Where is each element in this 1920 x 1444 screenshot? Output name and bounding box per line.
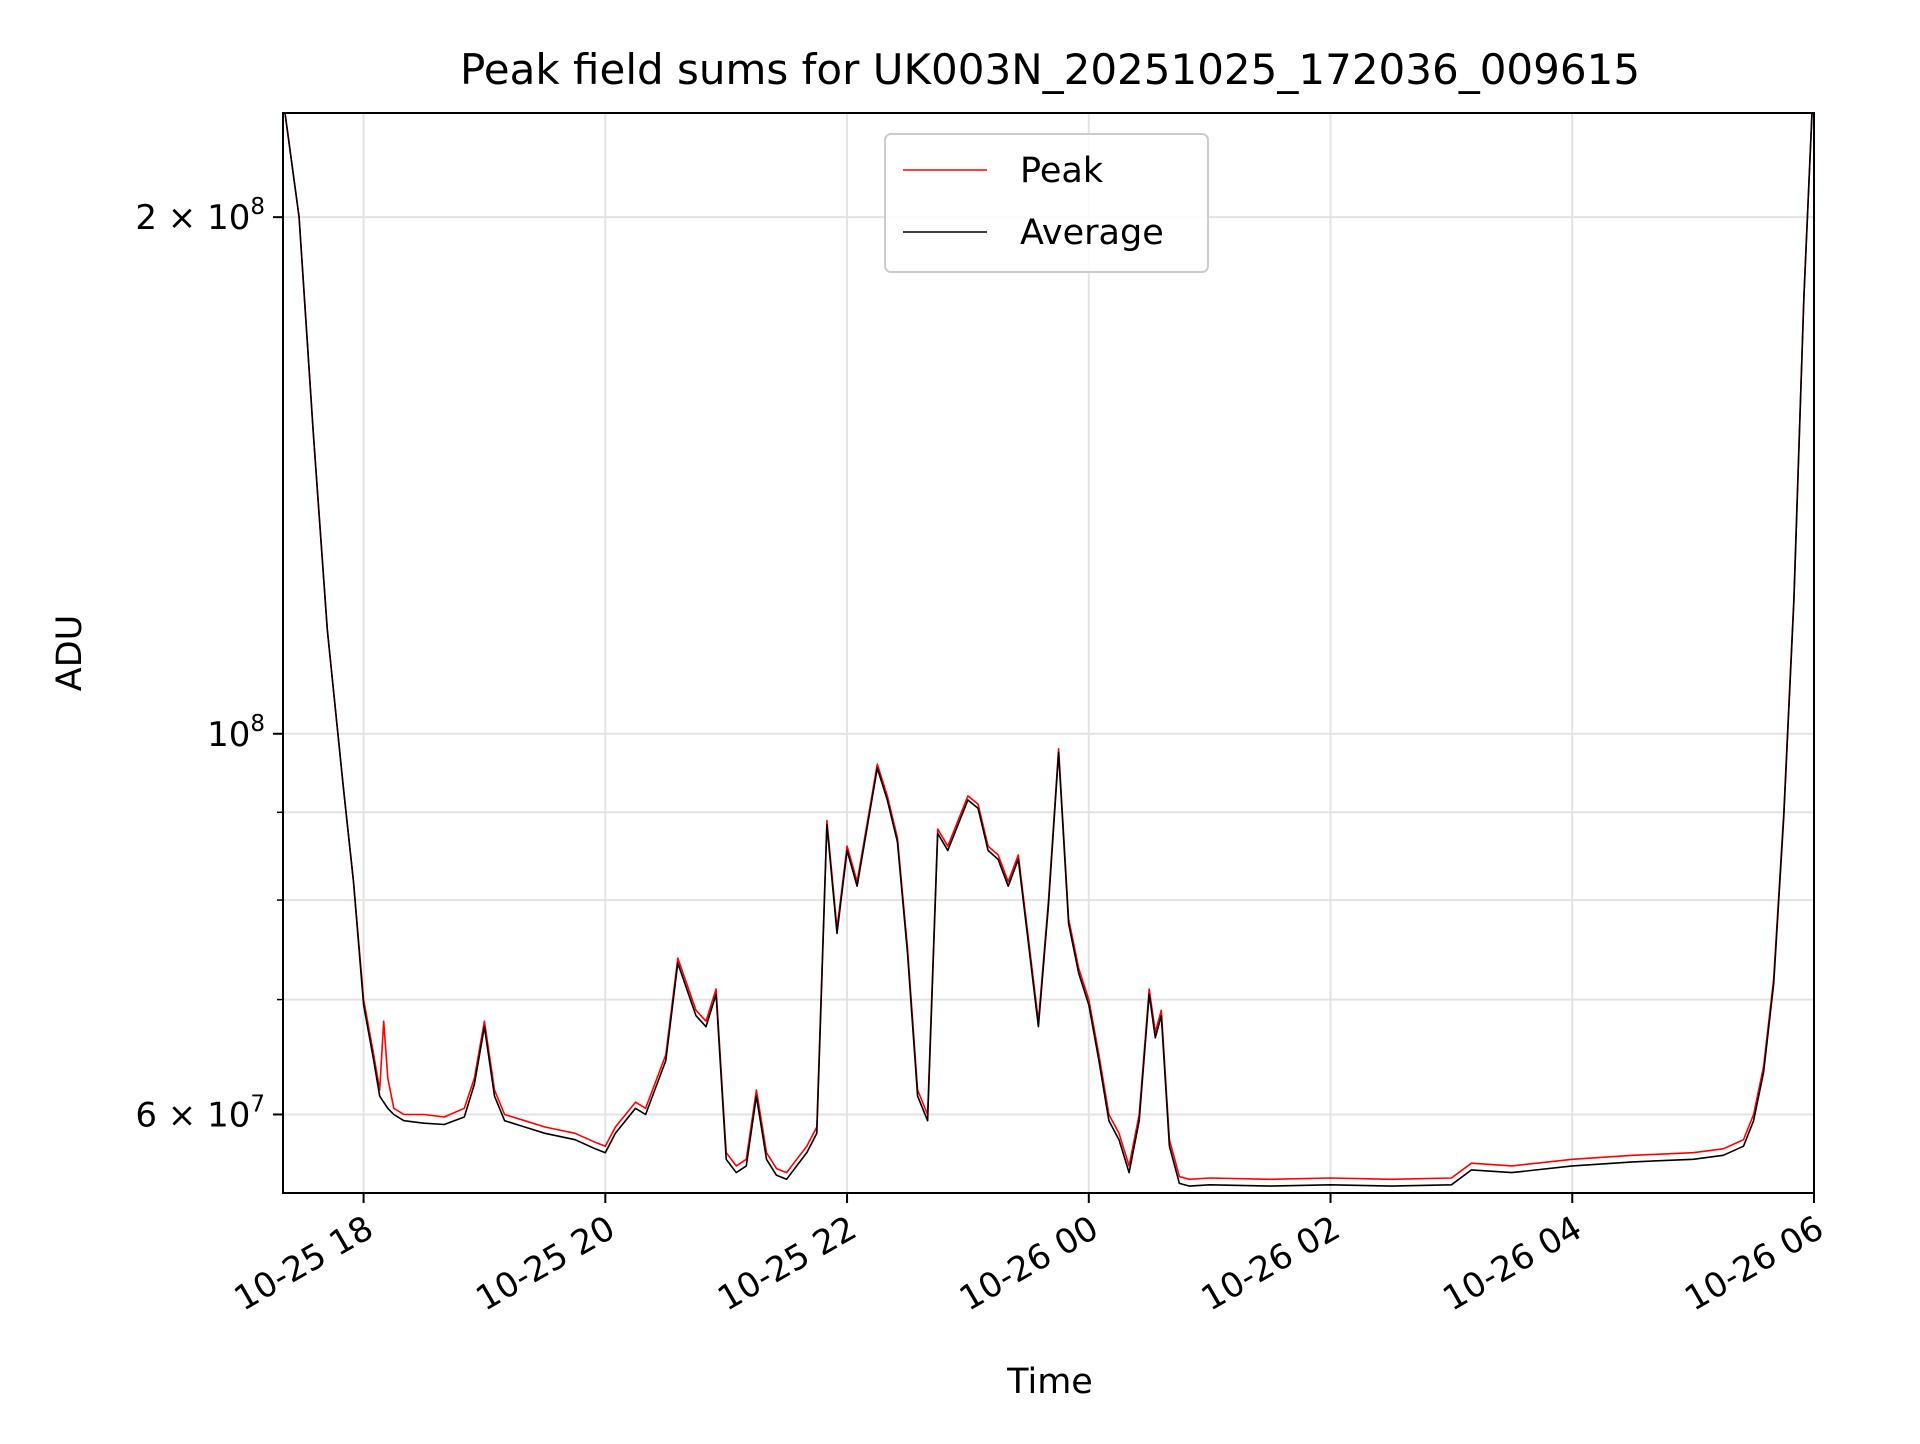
plot-frame [282, 112, 1815, 1194]
y-tick-exponent: 8 [250, 711, 265, 737]
grid-layer [283, 113, 1815, 1193]
series-layer [284, 113, 1813, 1187]
y-tick-exponent: 7 [250, 1091, 265, 1117]
y-axis-label: ADU [50, 615, 90, 692]
y-tick-label: 2 × 108 [135, 194, 265, 238]
legend: Peak Average [884, 133, 1209, 273]
y-tick-exponent: 8 [250, 194, 265, 220]
y-tick-base: 6 × 10 [135, 1095, 250, 1135]
x-axis-label: Time [1006, 1362, 1093, 1402]
legend-label-average: Average [1020, 213, 1164, 253]
y-tick-label: 108 [207, 711, 265, 755]
series-line-peak [284, 113, 1813, 1181]
y-tick-base: 10 [207, 715, 250, 755]
y-tick-base: 2 × 10 [135, 198, 250, 238]
legend-box [884, 133, 1209, 273]
series-line-average [284, 113, 1813, 1187]
y-tick-label: 6 × 107 [135, 1091, 265, 1135]
legend-label-peak: Peak [1020, 151, 1104, 191]
chart-title: Peak field sums for UK003N_20251025_1720… [460, 45, 1640, 94]
